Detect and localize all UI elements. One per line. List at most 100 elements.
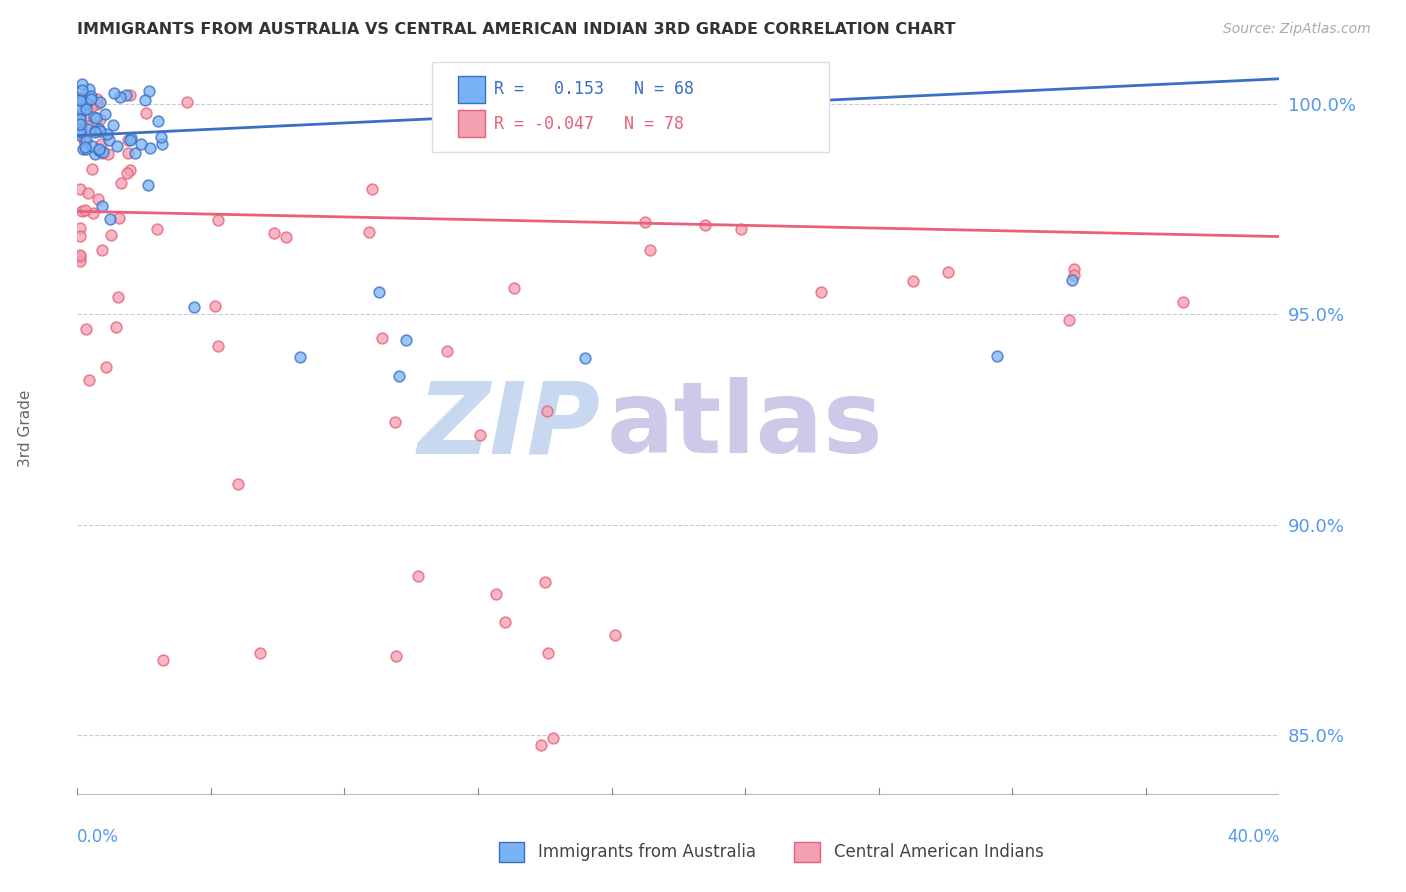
- Point: [537, 646, 560, 660]
- Point: [117, 133, 139, 147]
- Point: [86, 96, 108, 111]
- Point: [574, 351, 596, 365]
- Point: [207, 213, 229, 227]
- Point: [406, 569, 429, 583]
- Point: [69, 90, 91, 104]
- Point: [114, 88, 136, 103]
- Point: [87, 192, 110, 206]
- Text: IMMIGRANTS FROM AUSTRALIA VS CENTRAL AMERICAN INDIAN 3RD GRADE CORRELATION CHART: IMMIGRANTS FROM AUSTRALIA VS CENTRAL AME…: [77, 22, 956, 37]
- Point: [121, 131, 143, 145]
- Point: [634, 215, 657, 229]
- Bar: [499, 842, 524, 862]
- Text: Immigrants from Australia: Immigrants from Australia: [538, 843, 756, 861]
- Point: [640, 244, 662, 258]
- Point: [103, 86, 125, 100]
- Text: R =   0.153   N = 68: R = 0.153 N = 68: [495, 80, 695, 98]
- Point: [73, 135, 96, 149]
- Point: [70, 77, 93, 91]
- Point: [120, 133, 142, 147]
- Point: [204, 299, 226, 313]
- Point: [69, 182, 91, 196]
- Point: [152, 653, 174, 667]
- Point: [80, 89, 103, 103]
- Point: [70, 92, 93, 106]
- Point: [129, 137, 152, 152]
- Point: [1063, 261, 1085, 276]
- Point: [69, 250, 91, 264]
- Text: ZIP: ZIP: [418, 377, 600, 475]
- Point: [96, 360, 118, 375]
- Point: [148, 113, 170, 128]
- Point: [135, 106, 157, 120]
- Point: [120, 88, 142, 103]
- Point: [76, 186, 98, 201]
- Point: [388, 369, 411, 384]
- Point: [183, 300, 205, 314]
- Point: [89, 142, 111, 156]
- Point: [1057, 312, 1080, 326]
- Point: [1060, 272, 1083, 286]
- Point: [69, 125, 91, 139]
- Point: [87, 143, 110, 157]
- Point: [83, 124, 105, 138]
- Point: [534, 574, 557, 589]
- Point: [936, 265, 959, 279]
- Point: [72, 103, 94, 117]
- Point: [485, 587, 508, 601]
- Point: [89, 124, 111, 138]
- Point: [70, 82, 93, 96]
- Point: [80, 139, 103, 153]
- Point: [77, 119, 100, 133]
- Point: [73, 110, 96, 124]
- Point: [75, 202, 97, 217]
- Text: 3rd Grade: 3rd Grade: [18, 390, 32, 467]
- Point: [73, 133, 96, 147]
- Point: [207, 339, 229, 353]
- Point: [536, 403, 558, 417]
- Point: [69, 109, 91, 123]
- Point: [70, 124, 93, 138]
- Point: [69, 254, 91, 268]
- Text: R = -0.047   N = 78: R = -0.047 N = 78: [495, 114, 685, 133]
- Point: [69, 221, 91, 235]
- Point: [603, 627, 626, 641]
- Point: [69, 112, 91, 127]
- Point: [263, 227, 285, 241]
- Point: [86, 111, 108, 125]
- Point: [82, 99, 104, 113]
- Point: [69, 229, 91, 244]
- Point: [249, 646, 271, 660]
- Point: [107, 211, 129, 226]
- Point: [94, 107, 117, 121]
- Point: [98, 211, 121, 226]
- Point: [288, 351, 311, 365]
- Point: [176, 95, 198, 109]
- Point: [77, 121, 100, 136]
- Point: [93, 145, 115, 160]
- Point: [90, 137, 112, 152]
- Point: [91, 146, 114, 161]
- Point: [84, 147, 107, 161]
- Point: [89, 112, 111, 127]
- Point: [384, 415, 406, 429]
- Point: [436, 344, 458, 359]
- Point: [91, 199, 114, 213]
- Point: [69, 117, 91, 131]
- Point: [124, 145, 146, 160]
- Text: 0.0%: 0.0%: [77, 828, 120, 846]
- Point: [1063, 268, 1085, 283]
- Point: [360, 182, 382, 196]
- Point: [69, 93, 91, 107]
- Point: [70, 92, 93, 106]
- Point: [75, 322, 97, 336]
- Point: [69, 128, 91, 142]
- Point: [384, 648, 406, 663]
- Point: [100, 227, 122, 242]
- Text: atlas: atlas: [606, 377, 883, 475]
- FancyBboxPatch shape: [432, 62, 828, 152]
- Text: 40.0%: 40.0%: [1227, 828, 1279, 846]
- Point: [75, 133, 97, 147]
- Point: [89, 122, 111, 136]
- Point: [370, 330, 392, 344]
- Point: [138, 141, 160, 155]
